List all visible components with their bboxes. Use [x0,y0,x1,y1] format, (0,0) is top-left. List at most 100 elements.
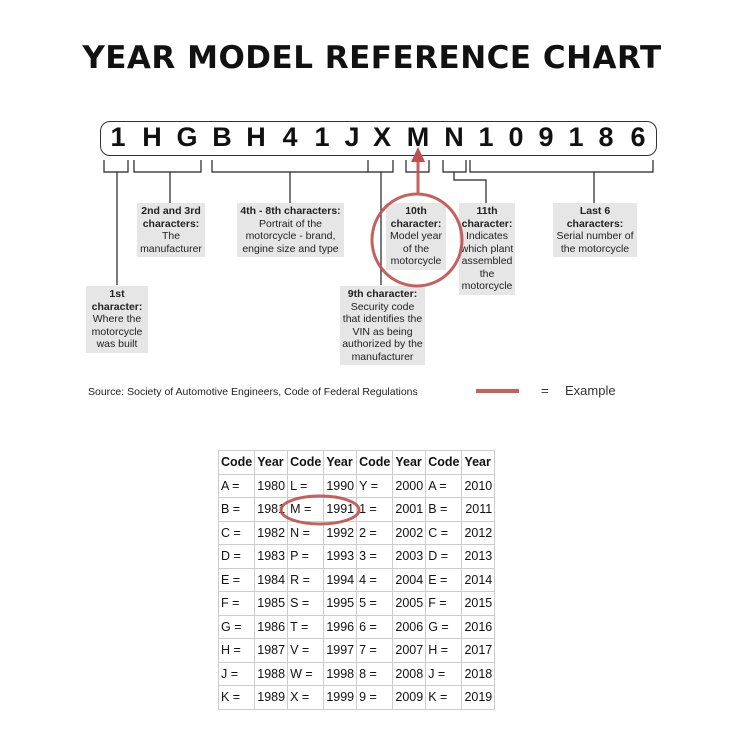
year-cell: 1994 [323,567,358,592]
year-cell: 1987 [254,638,289,663]
code-cell: B = [217,497,256,522]
code-cell: 3 = [356,544,394,569]
code-cell: 5 = [356,591,394,616]
bracket-2nd-3rd [133,160,202,203]
code-cell: 8 = [356,661,394,686]
vin-character: 4 [282,122,298,152]
code-cell: B = [425,497,463,522]
code-cell: J = [217,661,256,686]
code-cell: G = [217,614,256,639]
code-cell: C = [425,520,463,545]
code-cell: 4 = [356,567,394,592]
vin-character: X [372,122,392,152]
column-header: Code [356,450,394,475]
table-row: K = 1989 X = 1999 9 = 2009 K = 2019 [217,685,496,710]
year-cell: 2012 [461,520,496,545]
label-11th-character: 11th character: Indicates which plant ass… [459,203,515,295]
code-cell: K = [425,685,463,710]
column-header: Year [392,450,427,475]
highlight-circle-1991 [279,494,361,526]
table-row: H = 1987 V = 1997 7 = 2007 H = 2017 [217,638,496,663]
year-cell: 1999 [323,685,358,710]
year-cell: 2011 [461,497,496,522]
table-row: D = 1983 P = 1993 3 = 2003 D = 2013 [217,544,496,569]
year-cell: 2006 [392,614,427,639]
year-cell: 2007 [392,638,427,663]
code-cell: 1 = [356,497,394,522]
year-cell: 2014 [461,567,496,592]
code-cell: 6 = [356,614,394,639]
year-cell: 2010 [461,473,496,498]
table-row: G = 1986 T = 1996 6 = 2006 G = 2016 [217,614,496,639]
code-cell: S = [287,591,325,616]
vin-character: B [212,122,232,152]
label-9th-character: 9th character: Security code that identif… [340,286,425,365]
legend-label: Example [565,383,616,398]
code-cell: X = [287,685,325,710]
bracket-1st [103,160,129,285]
vin-character: H [246,122,266,152]
vin-box [100,121,657,156]
vin-character: 1 [478,122,494,152]
label-last-6-characters: Last 6 characters: Serial number of the m… [553,203,637,257]
year-cell: 2005 [392,591,427,616]
year-cell: 2001 [392,497,427,522]
year-cell: 2000 [392,473,427,498]
year-cell: 1984 [254,567,289,592]
vin-character: 9 [538,122,554,152]
arrow-head-icon [411,147,425,162]
code-cell: J = [425,661,463,686]
column-header: Year [461,450,496,475]
legend-equals: = [541,383,549,398]
label-10th-character: 10th character: Model year of the motorcy… [386,203,446,270]
vin-character: H [142,122,162,152]
highlight-circle-10th [370,192,464,288]
code-cell: D = [217,544,256,569]
year-cell: 2004 [392,567,427,592]
source-note: Source: Society of Automotive Engineers,… [88,386,418,398]
column-header: Code [287,450,325,475]
vin-character: N [444,122,464,152]
code-cell: Y = [356,473,394,498]
year-cell: 2002 [392,520,427,545]
code-cell: E = [425,567,463,592]
column-header: Year [254,450,289,475]
table-header-row: Code Year Code Year Code Year Code Year [217,450,496,475]
year-cell: 1983 [254,544,289,569]
year-cell: 1986 [254,614,289,639]
code-cell: D = [425,544,463,569]
label-2nd-3rd-characters: 2nd and 3rd characters: The manufacturer [137,203,205,257]
code-cell: A = [217,473,256,498]
year-cell: 1982 [254,520,289,545]
table-row: A = 1980 L = 1990 Y = 2000 A = 2010 [217,473,496,498]
code-cell: G = [425,614,463,639]
year-cell: 1996 [323,614,358,639]
bracket-last6 [469,160,654,203]
vin-character: 1 [314,122,330,152]
column-header: Code [425,450,463,475]
code-cell: R = [287,567,325,592]
code-cell: A = [425,473,463,498]
vin-character: 1 [568,122,584,152]
code-cell: N = [287,520,325,545]
year-cell: 2003 [392,544,427,569]
vin-character: 1 [110,122,126,152]
column-header: Code [217,450,256,475]
table-row: J = 1988 W = 1998 8 = 2008 J = 2018 [217,661,496,686]
year-cell: 2015 [461,591,496,616]
table-row: F = 1985 S = 1995 5 = 2005 F = 2015 [217,591,496,616]
code-cell: W = [287,661,325,686]
label-1st-character: 1st character: Where the motorcycle was b… [86,286,148,353]
bracket-4th-8th [211,160,368,203]
table-row: E = 1984 R = 1994 4 = 2004 E = 2014 [217,567,496,592]
vin-character: 0 [508,122,524,152]
code-cell: K = [217,685,256,710]
vin-character: 6 [630,122,646,152]
vin-character: 8 [598,122,614,152]
vin-character: G [176,122,198,152]
year-cell: 1980 [254,473,289,498]
year-cell: 2013 [461,544,496,569]
